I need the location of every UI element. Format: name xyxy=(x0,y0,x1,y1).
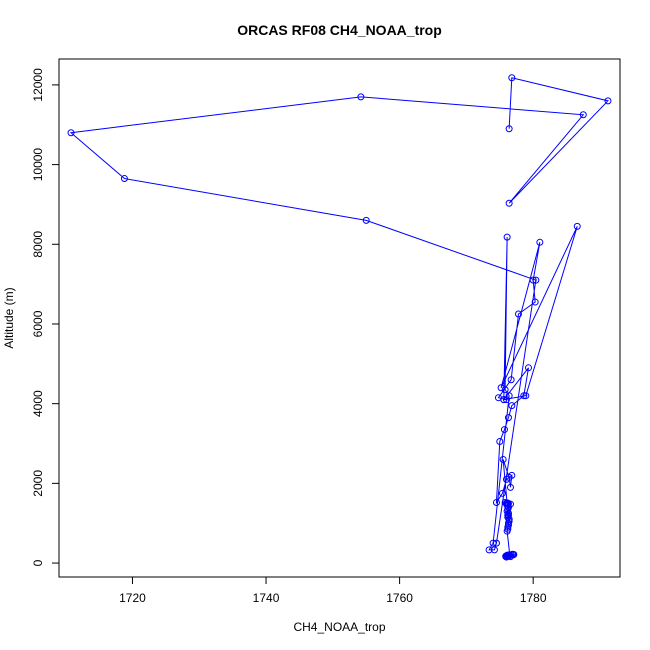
data-point xyxy=(498,489,506,497)
data-point xyxy=(536,238,544,246)
data-point xyxy=(490,546,498,554)
data-point xyxy=(522,392,530,400)
data-point xyxy=(357,93,365,101)
data-point xyxy=(504,525,512,533)
data-point xyxy=(67,129,75,137)
data-point xyxy=(505,125,513,133)
x-tick-label: 1740 xyxy=(253,591,280,605)
y-tick-label: 8000 xyxy=(31,231,45,258)
data-point xyxy=(492,498,500,506)
data-point xyxy=(492,539,500,547)
y-tick-label: 2000 xyxy=(31,470,45,497)
data-point xyxy=(505,392,513,400)
data-point xyxy=(500,426,508,434)
data-point xyxy=(531,298,539,306)
data-point xyxy=(504,509,512,517)
data-point xyxy=(497,384,505,392)
data-point xyxy=(508,74,516,82)
data-point xyxy=(604,97,612,105)
y-axis-label: Altitude (m) xyxy=(2,287,16,348)
y-tick-label: 4000 xyxy=(31,390,45,417)
data-point xyxy=(504,500,512,508)
data-point xyxy=(507,376,515,384)
series-layer xyxy=(67,74,612,561)
data-point xyxy=(485,546,493,554)
data-point xyxy=(502,475,510,483)
x-axis-label: CH4_NOAA_trop xyxy=(293,620,385,634)
data-point xyxy=(505,517,513,525)
data-point xyxy=(505,199,513,207)
chart-title: ORCAS RF08 CH4_NOAA_trop xyxy=(237,22,442,38)
data-point xyxy=(496,438,504,446)
data-point xyxy=(504,513,512,521)
x-tick-label: 1720 xyxy=(119,591,146,605)
data-point xyxy=(504,414,512,422)
data-point xyxy=(532,276,540,284)
data-point xyxy=(503,499,511,507)
y-tick-label: 6000 xyxy=(31,310,45,337)
data-point xyxy=(362,216,370,224)
y-tick-label: 10000 xyxy=(31,148,45,182)
data-point xyxy=(120,175,128,183)
data-point xyxy=(506,551,514,559)
data-point xyxy=(579,111,587,119)
x-axis: 1720 1740 1760 1780 xyxy=(119,576,547,605)
data-point xyxy=(503,233,511,241)
x-tick-label: 1760 xyxy=(386,591,413,605)
y-tick-label: 12000 xyxy=(31,68,45,102)
data-point xyxy=(501,386,509,394)
y-axis: 0 2000 4000 6000 8000 10000 12000 xyxy=(31,68,60,566)
data-point xyxy=(508,402,516,410)
data-point xyxy=(508,471,516,479)
y-tick-label: 0 xyxy=(31,559,45,566)
data-point xyxy=(506,483,514,491)
data-point xyxy=(525,364,532,372)
x-tick-label: 1780 xyxy=(520,591,547,605)
data-point xyxy=(504,521,512,529)
data-point xyxy=(573,222,581,230)
data-point xyxy=(509,551,517,559)
data-point xyxy=(514,310,522,318)
data-point xyxy=(500,396,508,404)
data-point xyxy=(499,455,507,463)
data-point xyxy=(489,539,497,547)
data-point xyxy=(520,392,528,400)
data-point xyxy=(529,276,537,284)
